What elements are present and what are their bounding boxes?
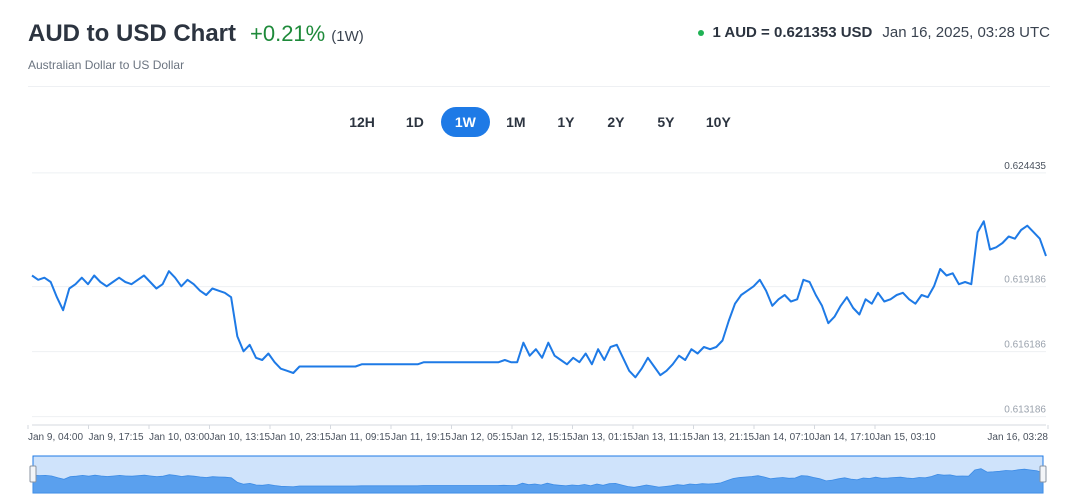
period-button-1d[interactable]: 1D <box>391 107 439 137</box>
y-tick-label: 0.616186 <box>1004 340 1046 351</box>
x-tick-label: Jan 13, 11:15 <box>633 432 693 443</box>
y-tick-label: 0.613186 <box>1004 405 1046 416</box>
change-period: (1W) <box>331 28 364 45</box>
y-tick-label: 0.624435 <box>1004 161 1046 172</box>
header-divider <box>28 86 1050 87</box>
x-tick-label: Jan 9, 17:15 <box>89 432 144 443</box>
navigator-handle-left[interactable] <box>30 466 36 482</box>
x-tick-label: Jan 15, 03:10 <box>875 432 936 443</box>
page-title: AUD to USD Chart <box>28 20 236 48</box>
x-tick-label: Jan 13, 01:15 <box>573 432 634 443</box>
x-tick-label: Jan 12, 15:15 <box>512 432 573 443</box>
x-tick-label: Jan 11, 19:15 <box>391 432 451 443</box>
rate-timestamp: Jan 16, 2025, 03:28 UTC <box>882 24 1050 41</box>
page-subtitle: Australian Dollar to US Dollar <box>28 58 1050 72</box>
x-tick-label: Jan 10, 03:00 <box>149 432 210 443</box>
period-button-12h[interactable]: 12H <box>335 107 389 137</box>
period-button-10y[interactable]: 10Y <box>692 107 745 137</box>
x-tick-label: Jan 14, 07:10 <box>754 432 815 443</box>
x-tick-label: Jan 13, 21:15 <box>694 432 755 443</box>
live-rate: 1 AUD = 0.621353 USD Jan 16, 2025, 03:28… <box>698 24 1050 41</box>
rate-value: 1 AUD = 0.621353 USD <box>712 24 872 41</box>
change-percent: +0.21% <box>250 21 325 47</box>
x-tick-label: Jan 16, 03:28 <box>987 432 1048 443</box>
price-chart[interactable]: 0.624435 0.619186 0.616186 0.613186 Jan 9, 0… <box>0 150 1080 445</box>
period-button-1w[interactable]: 1W <box>441 107 490 137</box>
y-tick-label: 0.619186 <box>1004 275 1046 286</box>
x-tick-label: Jan 11, 09:15 <box>331 432 391 443</box>
x-tick-label: Jan 14, 17:10 <box>815 432 876 443</box>
period-button-1y[interactable]: 1Y <box>542 107 590 137</box>
series-line <box>32 221 1046 377</box>
x-tick-label: Jan 10, 13:15 <box>210 432 271 443</box>
x-tick-label: Jan 12, 05:15 <box>452 432 513 443</box>
period-button-5y[interactable]: 5Y <box>642 107 690 137</box>
live-dot-icon <box>698 30 704 36</box>
navigator-handle-right[interactable] <box>1040 466 1046 482</box>
x-tick-label: Jan 9, 04:00 <box>28 432 83 443</box>
range-navigator[interactable] <box>0 450 1080 496</box>
period-button-2y[interactable]: 2Y <box>592 107 640 137</box>
x-tick-label: Jan 10, 23:15 <box>270 432 331 443</box>
period-selector: 12H 1D 1W 1M 1Y 2Y 5Y 10Y <box>0 107 1080 137</box>
period-button-1m[interactable]: 1M <box>492 107 540 137</box>
